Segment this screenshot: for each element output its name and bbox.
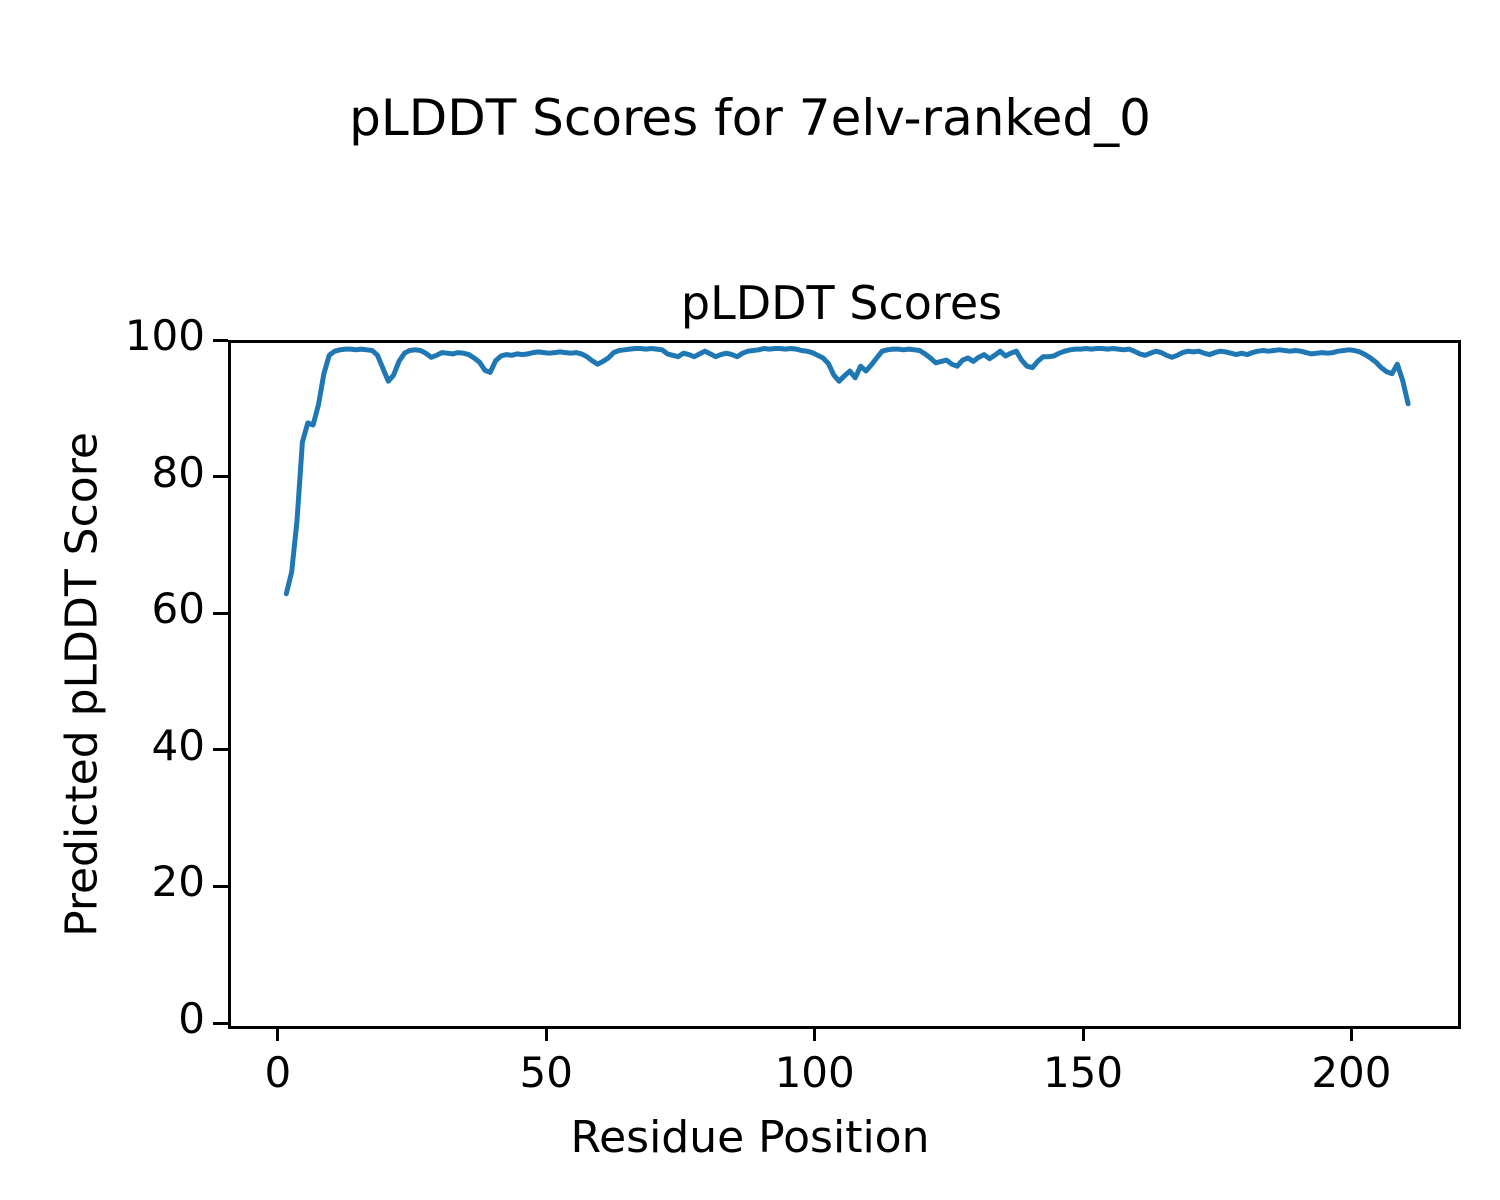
x-tick-label: 0	[264, 1048, 292, 1097]
plddt-line-chart	[283, 346, 1411, 597]
plot-area	[228, 340, 1461, 1029]
figure-title: pLDDT Scores for 7elv-ranked_0	[349, 89, 1151, 147]
y-tick-label: 20	[151, 857, 205, 907]
x-tick-label: 50	[519, 1048, 573, 1097]
y-tick-label: 40	[151, 720, 205, 770]
x-axis-label: Residue Position	[570, 1112, 930, 1163]
y-tick-label: 80	[151, 447, 205, 497]
x-tick-label: 200	[1311, 1048, 1392, 1097]
y-tick-label: 100	[124, 311, 205, 360]
plddt-line-series	[283, 346, 1411, 597]
y-tick-mark	[213, 475, 228, 479]
y-tick-mark	[213, 611, 228, 615]
x-tick-mark	[1081, 1026, 1085, 1041]
x-tick-mark	[1349, 1026, 1353, 1041]
x-tick-mark	[813, 1026, 817, 1041]
x-tick-mark	[276, 1026, 280, 1041]
y-axis-label: Predicted pLDDT Score	[56, 432, 108, 937]
y-tick-mark	[213, 1021, 228, 1025]
y-tick-mark	[213, 338, 228, 342]
y-tick-label: 0	[178, 994, 205, 1043]
x-tick-label: 100	[774, 1048, 855, 1097]
y-tick-mark	[213, 748, 228, 752]
x-tick-label: 150	[1042, 1048, 1124, 1097]
x-tick-mark	[544, 1026, 548, 1041]
y-tick-mark	[213, 884, 228, 888]
axes-title: pLDDT Scores	[680, 276, 1003, 330]
y-tick-label: 60	[151, 584, 205, 634]
